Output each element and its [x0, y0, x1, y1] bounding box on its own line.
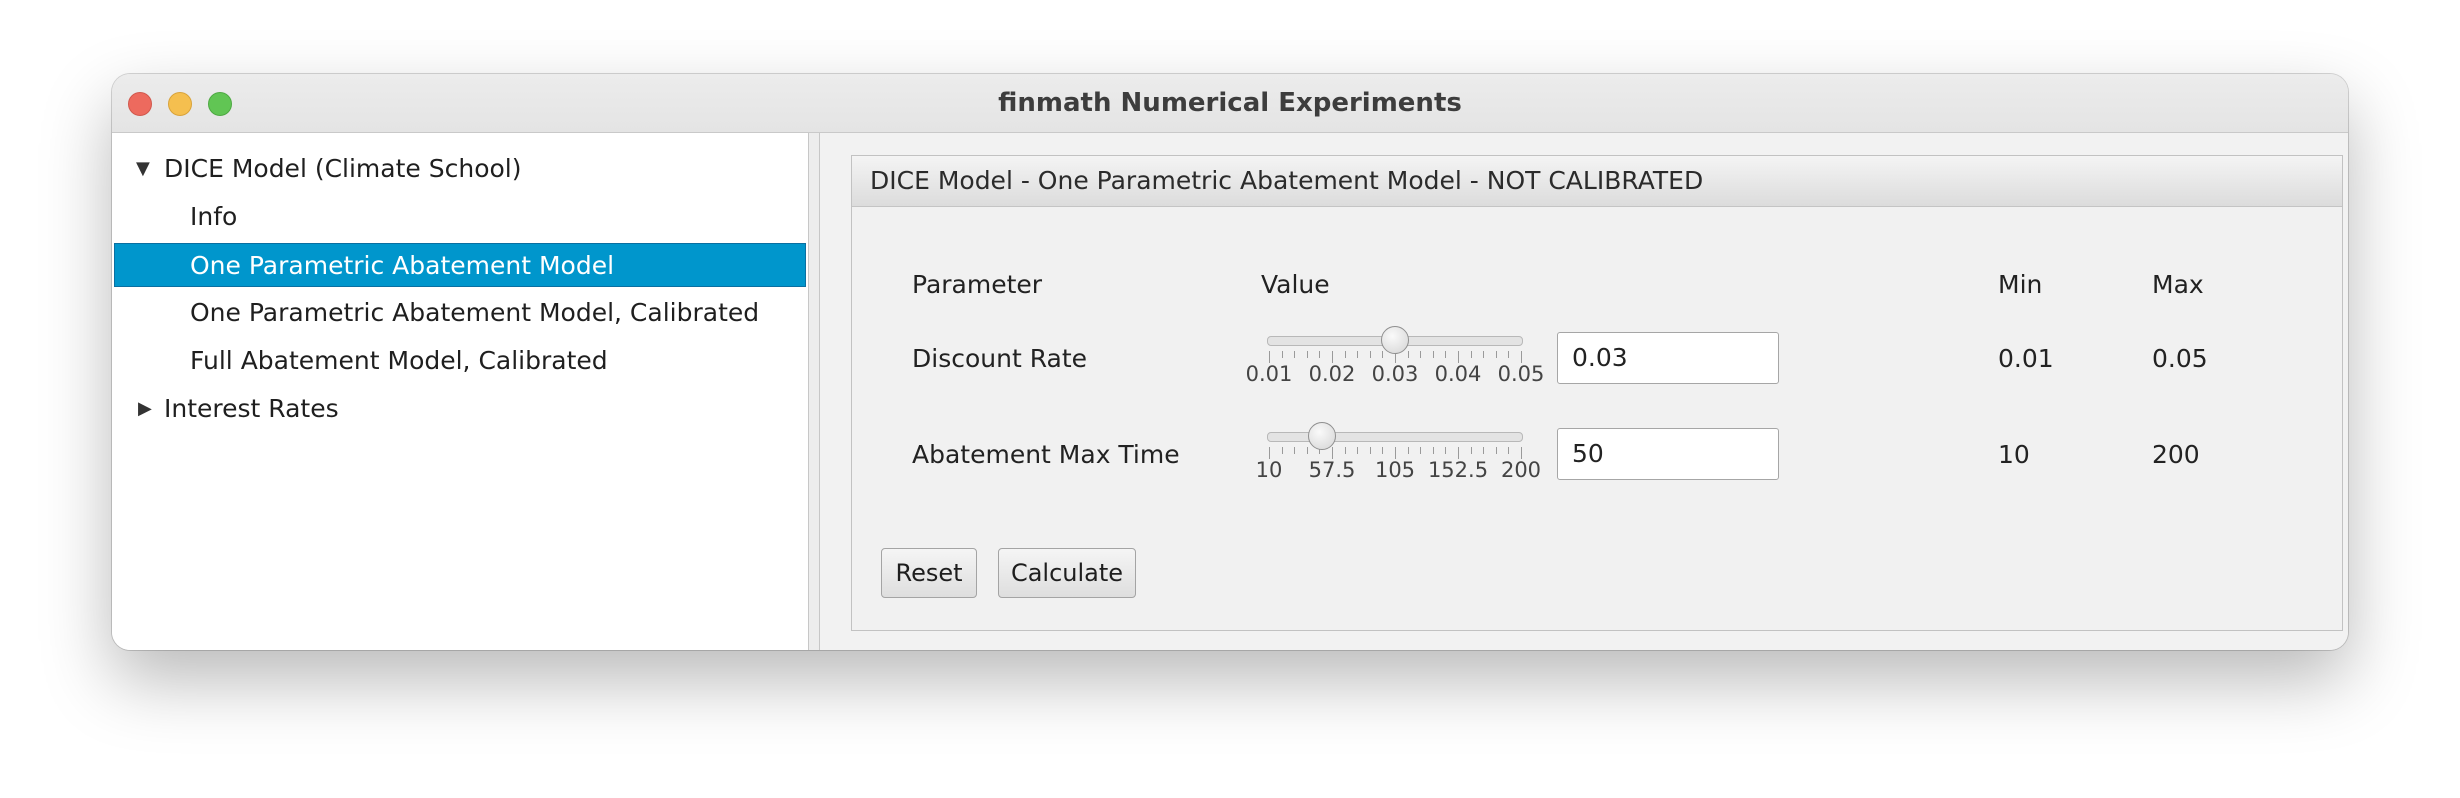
minor-tick	[1432, 447, 1434, 454]
discount-rate-min: 0.01	[1998, 344, 2054, 373]
major-tick	[1332, 351, 1333, 363]
minor-tick	[1508, 351, 1510, 358]
minor-tick	[1369, 351, 1371, 358]
abatement-max-time-slider[interactable]: 10 57.5 105 152.5 200	[1255, 414, 1541, 484]
minimize-window-button[interactable]	[168, 92, 192, 116]
minor-tick	[1344, 351, 1346, 358]
tick-label: 105	[1374, 458, 1416, 482]
collapsed-triangle-icon[interactable]: ▶	[138, 398, 152, 419]
tick-label: 0.03	[1371, 362, 1419, 386]
minor-tick	[1470, 447, 1472, 454]
tick-label: 152.5	[1427, 458, 1489, 482]
minor-tick	[1319, 447, 1321, 454]
panel-header: DICE Model - One Parametric Abatement Mo…	[852, 156, 2342, 207]
tree-item-full-abatement-model-calibrated[interactable]: Full Abatement Model, Calibrated	[190, 346, 608, 375]
tick-label: 0.01	[1245, 362, 1293, 386]
minor-tick	[1508, 447, 1510, 454]
major-tick	[1332, 447, 1333, 459]
major-tick	[1395, 351, 1396, 363]
navigation-tree: ▼ DICE Model (Climate School) Info One P…	[112, 133, 808, 650]
tree-item-interest-rates[interactable]: ▶ Interest Rates	[114, 387, 806, 431]
title-bar: finmath Numerical Experiments	[112, 74, 2348, 133]
minor-tick	[1495, 447, 1497, 454]
model-panel: DICE Model - One Parametric Abatement Mo…	[851, 155, 2343, 631]
slider-track[interactable]	[1267, 432, 1523, 442]
discount-rate-max: 0.05	[2152, 344, 2208, 373]
abatement-max-time-label: Abatement Max Time	[912, 440, 1180, 469]
minor-tick	[1294, 447, 1296, 454]
major-tick	[1521, 447, 1522, 459]
minor-tick	[1483, 351, 1485, 358]
discount-rate-label: Discount Rate	[912, 344, 1088, 373]
max-column-header: Max	[2152, 270, 2204, 299]
tick-label: 200	[1500, 458, 1542, 482]
minor-tick	[1369, 447, 1371, 454]
reset-button[interactable]: Reset	[881, 548, 977, 598]
expanded-triangle-icon[interactable]: ▼	[136, 158, 150, 179]
minor-tick	[1306, 351, 1308, 358]
tick-label: 0.02	[1308, 362, 1356, 386]
tree-item-one-parametric-abatement-model-calibrated[interactable]: One Parametric Abatement Model, Calibrat…	[190, 298, 760, 327]
value-column-header: Value	[1261, 270, 1330, 299]
minor-tick	[1470, 351, 1472, 358]
tree-item-one-parametric-abatement-model[interactable]: One Parametric Abatement Model	[114, 243, 806, 287]
tick-label: 0.04	[1434, 362, 1482, 386]
min-column-header: Min	[1998, 270, 2043, 299]
slider-ticks	[1269, 447, 1522, 459]
minor-tick	[1344, 447, 1346, 454]
main-content: DICE Model - One Parametric Abatement Mo…	[820, 133, 2348, 650]
minor-tick	[1407, 351, 1409, 358]
minor-tick	[1281, 447, 1283, 454]
tick-label: 57.5	[1308, 458, 1356, 482]
minor-tick	[1306, 447, 1308, 454]
minor-tick	[1382, 351, 1384, 358]
minor-tick	[1445, 351, 1447, 358]
tick-label: 10	[1255, 458, 1283, 482]
major-tick	[1269, 447, 1270, 459]
minor-tick	[1382, 447, 1384, 454]
panel-title: DICE Model - One Parametric Abatement Mo…	[870, 166, 1704, 195]
abatement-max-time-field[interactable]: 50	[1557, 428, 1779, 480]
discount-rate-slider[interactable]: 0.01 0.02 0.03 0.04 0.05	[1246, 318, 1544, 388]
major-tick	[1269, 351, 1270, 363]
minor-tick	[1281, 351, 1283, 358]
minor-tick	[1445, 447, 1447, 454]
discount-rate-field[interactable]: 0.03	[1557, 332, 1779, 384]
app-window: finmath Numerical Experiments ▼ DICE Mod…	[112, 74, 2348, 650]
minor-tick	[1357, 447, 1359, 454]
maximize-window-button[interactable]	[208, 92, 232, 116]
abatement-max-time-min: 10	[1998, 440, 2030, 469]
minor-tick	[1495, 351, 1497, 358]
minor-tick	[1294, 351, 1296, 358]
calculate-button[interactable]: Calculate	[998, 548, 1136, 598]
tree-item-dice-model[interactable]: ▼ DICE Model (Climate School)	[114, 147, 806, 191]
major-tick	[1458, 351, 1459, 363]
major-tick	[1395, 447, 1396, 459]
tick-label: 0.05	[1497, 362, 1545, 386]
slider-ticks	[1269, 351, 1522, 363]
tree-item-info[interactable]: Info	[190, 202, 238, 231]
minor-tick	[1319, 351, 1321, 358]
window-title: finmath Numerical Experiments	[998, 88, 1462, 118]
abatement-max-time-max: 200	[2152, 440, 2200, 469]
major-tick	[1521, 351, 1522, 363]
minor-tick	[1432, 351, 1434, 358]
minor-tick	[1483, 447, 1485, 454]
slider-thumb[interactable]	[1308, 422, 1337, 450]
slider-thumb[interactable]	[1381, 326, 1409, 354]
minor-tick	[1420, 351, 1422, 358]
parameter-column-header: Parameter	[912, 270, 1043, 299]
minor-tick	[1407, 447, 1409, 454]
split-pane-divider[interactable]	[808, 133, 820, 650]
minor-tick	[1420, 447, 1422, 454]
close-window-button[interactable]	[128, 92, 152, 116]
major-tick	[1458, 447, 1459, 459]
minor-tick	[1357, 351, 1359, 358]
